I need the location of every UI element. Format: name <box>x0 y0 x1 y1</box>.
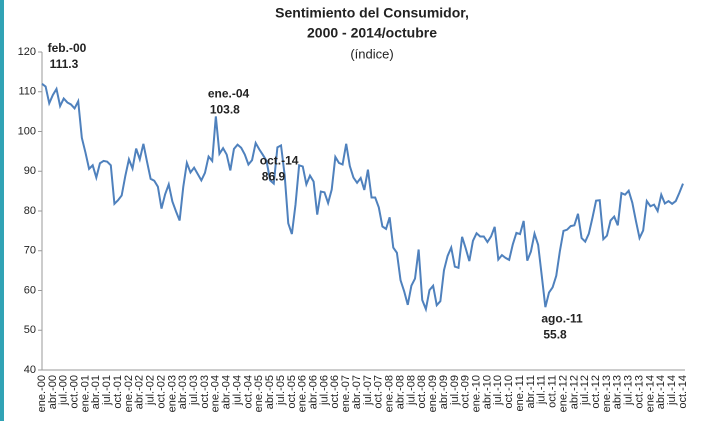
y-tick-label: 90 <box>24 165 36 177</box>
annotation-value: 86.9 <box>262 170 286 184</box>
y-tick-label: 40 <box>24 364 36 376</box>
x-tick-label: ene.-03 <box>166 375 178 412</box>
x-tick-label: ene.-11 <box>514 375 526 412</box>
x-tick-label: abr.-13 <box>612 375 624 409</box>
x-tick-label: abr.-07 <box>351 375 363 409</box>
annotation-value: 103.8 <box>210 103 240 117</box>
x-tick-label: oct.-06 <box>329 375 341 409</box>
y-tick-label: 110 <box>18 86 36 98</box>
x-tick-label: ene.-01 <box>79 375 91 412</box>
x-tick-label: ene.-12 <box>557 375 569 412</box>
x-tick-label: abr.-00 <box>47 375 59 409</box>
x-tick-label: oct.-01 <box>112 375 124 409</box>
x-tick-label: abr.-02 <box>134 375 146 409</box>
x-tick-label: abr.-10 <box>481 375 493 409</box>
chart-unit: (índice) <box>350 46 393 61</box>
y-tick-label: 50 <box>24 324 36 336</box>
x-tick-label: oct.-13 <box>633 375 645 409</box>
x-tick-label: abr.-01 <box>90 375 102 409</box>
x-tick-label: jul.-11 <box>536 375 548 405</box>
x-tick-label: ene.-09 <box>427 375 439 412</box>
x-tick-label: jul.-00 <box>58 375 70 406</box>
x-tick-label: ene.-05 <box>253 375 265 412</box>
x-tick-label: jul.-10 <box>492 375 504 406</box>
x-tick-label: abr.-08 <box>394 375 406 409</box>
x-tick-label: jul.-07 <box>362 375 374 406</box>
x-tick-label: abr.-09 <box>438 375 450 409</box>
x-tick-label: oct.-07 <box>373 375 385 409</box>
x-tick-label: abr.-14 <box>655 375 667 409</box>
x-tick-label: abr.-11 <box>525 375 537 408</box>
side-stripe <box>0 0 4 421</box>
x-tick-label: oct.-05 <box>286 375 298 409</box>
x-tick-label: oct.-14 <box>677 375 689 409</box>
x-tick-label: ene.-07 <box>340 375 352 412</box>
x-tick-label: abr.-05 <box>264 375 276 409</box>
x-tick-label: ene.-02 <box>123 375 135 412</box>
x-tick-label: ene.-04 <box>210 375 222 412</box>
x-tick-label: jul.-05 <box>275 375 287 406</box>
annotation-label: ene.-04 <box>208 87 250 101</box>
x-tick-label: ene.-06 <box>297 375 309 412</box>
x-tick-label: oct.-00 <box>68 375 80 409</box>
annotation-value: 111.3 <box>50 57 79 71</box>
y-tick-label: 100 <box>18 125 36 137</box>
x-tick-label: jul.-03 <box>188 375 200 406</box>
line-series <box>41 83 684 313</box>
annotation-label: oct.-14 <box>260 154 299 168</box>
x-tick-label: oct.-09 <box>460 375 472 409</box>
x-tick-label: ene.-14 <box>644 375 656 412</box>
x-tick-label: jul.-06 <box>318 375 330 406</box>
y-tick-label: 60 <box>24 284 36 296</box>
x-tick-label: jul.-12 <box>579 375 591 406</box>
chart-title: Sentimiento del Consumidor, <box>275 5 469 21</box>
x-tick-label: ene.-08 <box>384 375 396 412</box>
x-tick-label: jul.-09 <box>449 375 461 406</box>
x-tick-label: oct.-02 <box>155 375 167 409</box>
x-tick-label: jul.-02 <box>145 375 157 406</box>
x-tick-label: oct.-11 <box>547 375 559 408</box>
x-tick-label: jul.-14 <box>666 375 678 406</box>
x-tick-label: abr.-03 <box>177 375 189 409</box>
x-tick-label: jul.-08 <box>405 375 417 406</box>
y-tick-label: 120 <box>18 46 36 58</box>
annotation-label: ago.-11 <box>541 311 583 325</box>
x-tick-label: oct.-03 <box>199 375 211 409</box>
x-tick-label: ene.-00 <box>36 375 48 412</box>
x-tick-label: abr.-12 <box>568 375 580 409</box>
x-tick-label: oct.-08 <box>416 375 428 409</box>
y-tick-label: 80 <box>24 205 36 217</box>
x-tick-label: abr.-04 <box>221 375 233 409</box>
x-tick-label: jul.-01 <box>101 375 113 406</box>
x-tick-label: ene.-13 <box>601 375 613 412</box>
x-tick-label: jul.-04 <box>231 375 243 406</box>
x-tick-label: oct.-04 <box>242 375 254 409</box>
y-tick-label: 70 <box>24 245 36 257</box>
x-tick-label: oct.-10 <box>503 375 515 409</box>
annotation-value: 55.8 <box>543 327 567 341</box>
chart-subtitle: 2000 - 2014/octubre <box>307 25 437 41</box>
annotation-label: feb.-00 <box>48 41 87 55</box>
x-tick-label: jul.-13 <box>623 375 635 406</box>
x-tick-label: oct.-12 <box>590 375 602 409</box>
x-tick-label: abr.-06 <box>308 375 320 409</box>
x-tick-label: ene.-10 <box>470 375 482 412</box>
